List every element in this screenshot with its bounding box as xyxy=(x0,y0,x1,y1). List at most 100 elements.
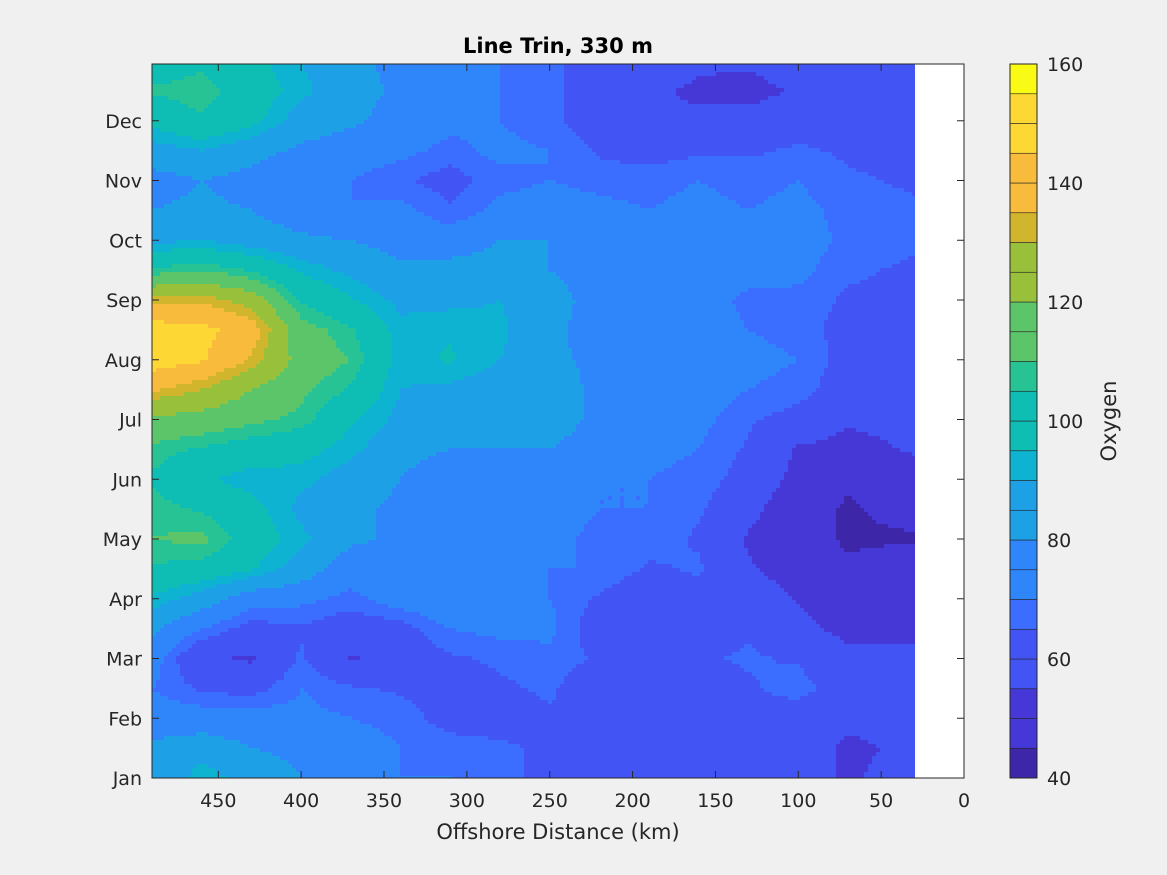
contour-cell xyxy=(728,156,733,161)
contour-cell xyxy=(248,64,253,69)
contour-cell xyxy=(212,104,217,109)
contour-cell xyxy=(772,140,777,145)
contour-cell xyxy=(160,104,165,109)
contour-cell xyxy=(752,100,757,105)
contour-cell xyxy=(352,68,357,73)
contour-cell xyxy=(188,80,193,85)
contour-cell xyxy=(828,96,833,101)
contour-cell xyxy=(872,124,877,129)
contour-cell xyxy=(236,100,241,105)
contour-cell xyxy=(248,164,253,169)
contour-cell xyxy=(208,104,213,109)
contour-cell xyxy=(252,168,257,173)
contour-cell xyxy=(248,120,253,125)
contour-cell xyxy=(688,88,693,93)
contour-cell xyxy=(336,160,341,165)
contour-cell xyxy=(520,120,525,125)
contour-cell xyxy=(584,136,589,141)
contour-cell xyxy=(860,156,865,161)
contour-cell xyxy=(168,108,173,113)
contour-cell xyxy=(784,84,789,89)
contour-cell xyxy=(600,96,605,101)
contour-cell xyxy=(896,136,901,141)
contour-cell xyxy=(556,96,561,101)
contour-cell xyxy=(844,136,849,141)
contour-cell xyxy=(856,136,861,141)
contour-cell xyxy=(788,64,793,69)
contour-cell xyxy=(776,112,781,117)
contour-cell xyxy=(796,72,801,77)
contour-cell xyxy=(608,132,613,137)
contour-cell xyxy=(268,116,273,121)
contour-cell xyxy=(592,112,597,117)
contour-cell xyxy=(600,136,605,141)
contour-cell xyxy=(336,92,341,97)
contour-cell xyxy=(556,104,561,109)
contour-cell xyxy=(728,148,733,153)
contour-cell xyxy=(612,124,617,129)
contour-cell xyxy=(488,136,493,141)
contour-cell xyxy=(264,148,269,153)
contour-cell xyxy=(440,132,445,137)
contour-cell xyxy=(476,112,481,117)
contour-cell xyxy=(728,112,733,117)
contour-cell xyxy=(848,124,853,129)
contour-cell xyxy=(392,88,397,93)
contour-cell xyxy=(912,116,915,121)
contour-cell xyxy=(740,124,745,129)
contour-cell xyxy=(676,96,681,101)
contour-cell xyxy=(700,104,705,109)
contour-cell xyxy=(600,88,605,93)
contour-cell xyxy=(408,148,413,153)
contour-cell xyxy=(536,140,541,145)
contour-cell xyxy=(652,132,657,137)
contour-cell xyxy=(208,88,213,93)
contour-cell xyxy=(384,132,389,137)
contour-cell xyxy=(688,164,693,169)
contour-cell xyxy=(152,144,157,149)
contour-cell xyxy=(524,136,529,141)
contour-cell xyxy=(732,136,737,141)
contour-cell xyxy=(856,164,861,169)
contour-cell xyxy=(592,164,597,169)
contour-cell xyxy=(892,144,897,149)
contour-cell xyxy=(888,120,893,125)
contour-cell xyxy=(248,148,253,153)
contour-cell xyxy=(560,152,565,157)
contour-cell xyxy=(160,160,165,165)
contour-cell xyxy=(864,152,869,157)
contour-cell xyxy=(780,152,785,157)
contour-cell xyxy=(468,148,473,153)
contour-cell xyxy=(404,80,409,85)
contour-cell xyxy=(248,104,253,109)
contour-cell xyxy=(608,96,613,101)
contour-cell xyxy=(540,132,545,137)
contour-cell xyxy=(608,160,613,165)
contour-cell xyxy=(860,116,865,121)
contour-cell xyxy=(448,68,453,73)
contour-cell xyxy=(608,128,613,133)
contour-cell xyxy=(464,96,469,101)
contour-cell xyxy=(600,64,605,69)
contour-cell xyxy=(508,104,513,109)
contour-cell xyxy=(876,96,881,101)
contour-cell xyxy=(836,96,841,101)
contour-cell xyxy=(776,92,781,97)
contour-cell xyxy=(552,84,557,89)
contour-cell xyxy=(296,120,301,125)
contour-cell xyxy=(580,100,585,105)
contour-cell xyxy=(696,124,701,129)
contour-cell xyxy=(640,164,645,169)
contour-cell xyxy=(340,96,345,101)
contour-cell xyxy=(868,80,873,85)
contour-cell xyxy=(752,136,757,141)
contour-cell xyxy=(208,156,213,161)
contour-cell xyxy=(856,68,861,73)
contour-cell xyxy=(284,136,289,141)
contour-cell xyxy=(180,156,185,161)
contour-cell xyxy=(632,92,637,97)
contour-cell xyxy=(812,72,817,77)
contour-cell xyxy=(632,100,637,105)
contour-cell xyxy=(312,80,317,85)
contour-cell xyxy=(908,132,913,137)
